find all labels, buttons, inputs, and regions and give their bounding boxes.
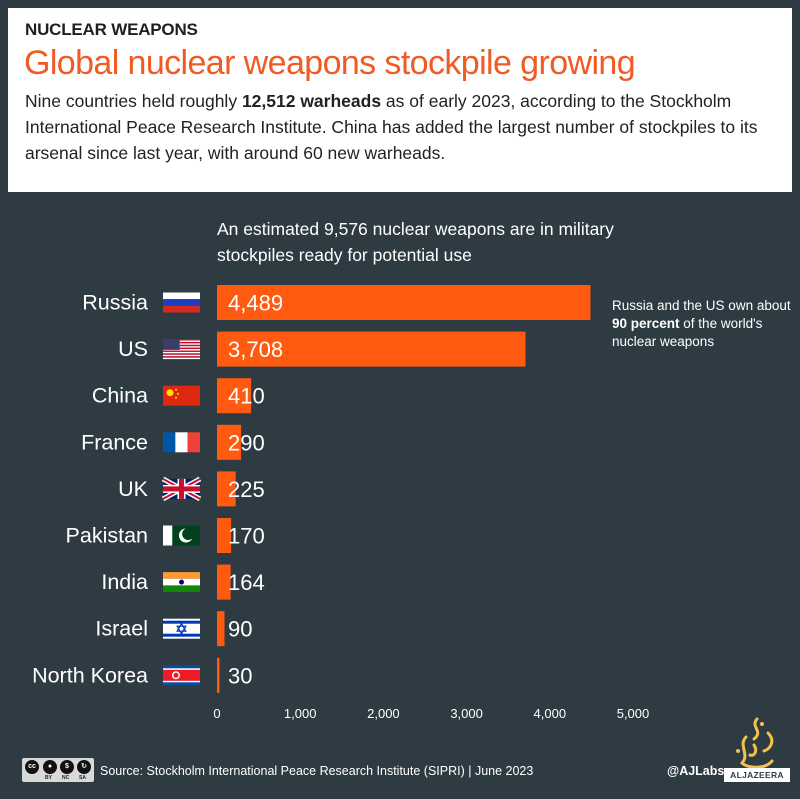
value-label: 3,708: [228, 337, 283, 362]
bar: [217, 611, 225, 647]
value-label: 225: [228, 477, 265, 502]
pakistan-flag-icon: [163, 525, 200, 546]
intro-part-c: as of early 2023, according to the Stock…: [25, 91, 758, 163]
country-label: Israel: [95, 617, 148, 641]
intro-text: Nine countries held roughly 12,512 warhe…: [25, 88, 785, 166]
side-note: Russia and the US own about 90 percent o…: [612, 297, 792, 351]
value-label: 90: [228, 617, 252, 642]
side-note-a: Russia and the US own about: [612, 298, 791, 313]
x-tick-label: 3,000: [450, 706, 483, 721]
value-label: 410: [228, 384, 265, 409]
value-label: 290: [228, 430, 265, 455]
country-label: China: [92, 384, 148, 408]
bar: [217, 471, 236, 507]
value-label: 164: [228, 570, 265, 595]
x-tick-label: 5,000: [617, 706, 650, 721]
x-tick-label: 2,000: [367, 706, 400, 721]
france-flag-icon: [163, 432, 200, 453]
north-korea-flag-icon: [163, 665, 200, 686]
bar: [217, 424, 242, 460]
country-label: North Korea: [32, 663, 148, 687]
aljazeera-wordmark: ALJAZEERA: [724, 768, 790, 782]
sa-icon: ↻: [77, 760, 91, 774]
bar: [217, 331, 526, 367]
side-note-c: of the world's nuclear weapons: [612, 316, 763, 349]
header-box: NUCLEAR WEAPONS Global nuclear weapons s…: [8, 8, 792, 192]
value-label: 4,489: [228, 291, 283, 316]
israel-flag-icon: [163, 618, 200, 639]
india-flag-icon: [163, 572, 200, 593]
bar: [217, 564, 231, 600]
footer: cc ● $ ↻ BY NC SA Source: Stockholm Inte…: [22, 758, 792, 784]
x-tick-label: 1,000: [284, 706, 317, 721]
headline: Global nuclear weapons stockpile growing: [24, 44, 636, 82]
kicker: NUCLEAR WEAPONS: [25, 20, 198, 39]
cc-label-nc: NC: [62, 775, 70, 781]
cc-license-icon: cc ● $ ↻ BY NC SA: [22, 758, 94, 782]
x-tick-label: 0: [213, 706, 220, 721]
uk-flag-icon: [161, 476, 202, 502]
bar: [217, 518, 232, 553]
cc-label-by: BY: [45, 775, 52, 781]
china-flag-icon: [163, 385, 200, 406]
bar: [217, 285, 591, 320]
chart-note: An estimated 9,576 nuclear weapons are i…: [217, 219, 614, 265]
handle-text: @AJLabs: [667, 764, 725, 778]
aljazeera-logo-icon: [736, 717, 774, 769]
side-note-b: 90 percent: [612, 316, 680, 331]
country-label: France: [81, 430, 148, 454]
us-flag-icon: [163, 339, 200, 360]
x-tick-label: 4,000: [534, 706, 567, 721]
bar: [217, 378, 252, 414]
value-label: 30: [228, 663, 252, 688]
bar: [217, 657, 220, 693]
value-label: 170: [228, 524, 265, 549]
country-label: Pakistan: [66, 524, 148, 548]
country-label: US: [118, 337, 148, 361]
cc-icon: cc: [25, 760, 39, 774]
nc-icon: $: [60, 760, 74, 774]
by-icon: ●: [43, 760, 57, 774]
cc-label-sa: SA: [79, 775, 86, 781]
country-label: UK: [118, 477, 149, 501]
intro-part-a: Nine countries held roughly: [25, 91, 242, 111]
country-label: Russia: [82, 291, 148, 315]
intro-part-b: 12,512 warheads: [241, 91, 382, 111]
country-label: India: [101, 570, 148, 594]
source-text: Source: Stockholm International Peace Re…: [100, 764, 534, 778]
russia-flag-icon: [163, 292, 200, 313]
